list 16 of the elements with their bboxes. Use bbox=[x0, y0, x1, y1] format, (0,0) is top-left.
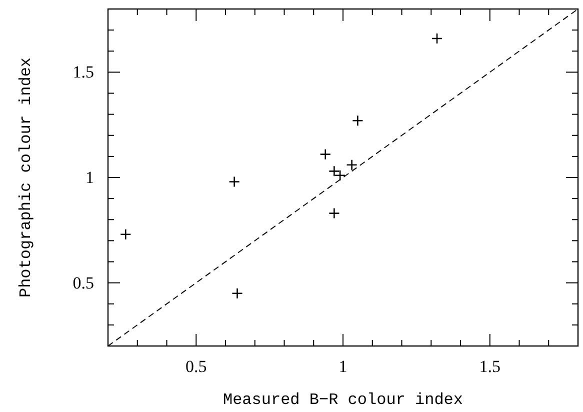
x-tick-label: 1 bbox=[338, 357, 348, 376]
y-tick-label: 1 bbox=[86, 168, 94, 187]
x-axis-title: Measured B−R colour index bbox=[222, 391, 464, 409]
point bbox=[346, 159, 358, 171]
y-axis-title: Photographic colour index bbox=[17, 57, 35, 298]
y-tick-label: 1.5 bbox=[72, 62, 94, 82]
point bbox=[120, 228, 132, 240]
x-tick-label: 0.5 bbox=[186, 357, 207, 376]
point bbox=[232, 288, 243, 299]
point bbox=[228, 176, 240, 188]
point bbox=[328, 208, 340, 219]
point bbox=[320, 148, 332, 160]
x-tick-label: 1.5 bbox=[479, 357, 500, 376]
point bbox=[431, 32, 443, 44]
y-tick-label: 0.5 bbox=[72, 273, 94, 292]
point bbox=[352, 114, 364, 126]
